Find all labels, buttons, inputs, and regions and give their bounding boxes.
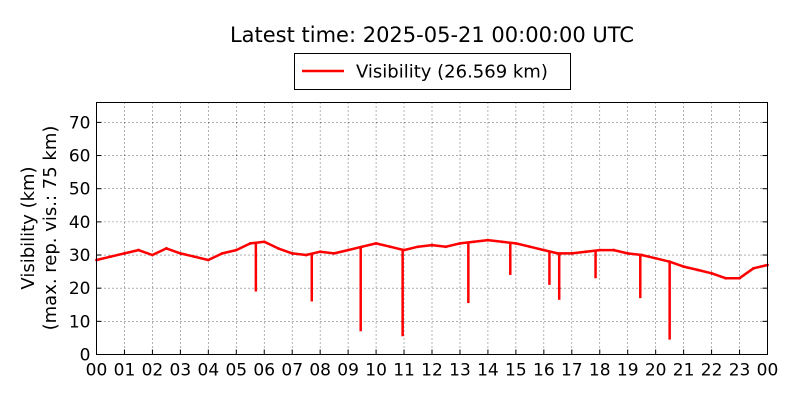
visibility-point: [178, 251, 182, 255]
visibility-point: [192, 255, 196, 259]
x-tick-label: 10: [365, 361, 387, 381]
visibility-point: [682, 265, 686, 269]
x-tick-label: 00: [86, 361, 108, 381]
visibility-point: [500, 240, 504, 244]
visibility-point: [109, 255, 112, 259]
y-axis-label-line1: Visibility (km): [18, 166, 39, 289]
x-tick-label: 15: [505, 361, 527, 381]
x-tick-label: 23: [729, 361, 751, 381]
x-tick-label: 03: [170, 361, 192, 381]
grid: [96, 102, 768, 355]
x-tick-label: 01: [114, 361, 136, 381]
visibility-point: [654, 256, 658, 260]
visibility-point: [248, 242, 252, 245]
visibility-point: [206, 258, 210, 262]
x-tick-label: 08: [309, 361, 331, 381]
visibility-point: [430, 243, 434, 247]
visibility-point: [472, 240, 476, 244]
visibility-point: [388, 245, 392, 249]
x-tick-label: 04: [198, 361, 220, 381]
y-tick-label: 20: [69, 279, 91, 299]
visibility-point: [164, 246, 168, 250]
visibility-point: [514, 242, 518, 245]
visibility-point: [290, 251, 294, 255]
x-axis: 00 01 02 03 04 05 06 07 08 09 10 11 12 13 14 15 16 17 18 19…: [86, 349, 779, 381]
visibility-point: [542, 248, 546, 252]
x-tick-label: 16: [533, 361, 555, 381]
visibility-point: [416, 245, 420, 249]
y-tick-label: 0: [80, 346, 91, 366]
x-tick-label: 00: [757, 361, 779, 381]
y-tick-label: 10: [69, 312, 91, 332]
visibility-point: [137, 248, 140, 252]
x-tick-label: 21: [673, 361, 695, 381]
y-tick-label: 50: [69, 180, 91, 200]
y-tick-label: 40: [69, 213, 91, 233]
visibility-point: [123, 251, 126, 255]
visibility-point: [738, 276, 741, 280]
visibility-point: [598, 248, 602, 252]
visibility-point: [318, 250, 322, 254]
visibility-point: [710, 271, 713, 275]
visibility-point: [444, 245, 448, 249]
chart-title: Latest time: 2025-05-21 00:00:00 UTC: [230, 23, 634, 47]
visibility-point: [234, 248, 238, 252]
visibility-point: [332, 251, 336, 255]
y-tick-label: 60: [69, 147, 91, 167]
visibility-point: [151, 253, 154, 257]
legend-label: Visibility (26.569 km): [356, 62, 548, 83]
y-tick-label: 30: [69, 246, 91, 266]
visibility-point: [612, 248, 616, 252]
x-tick-label: 19: [617, 361, 639, 381]
visibility-point: [262, 240, 266, 244]
visibility-point: [724, 276, 727, 280]
visibility-point: [570, 251, 574, 255]
visibility-point: [584, 250, 588, 254]
visibility-point: [346, 248, 350, 252]
visibility-point: [752, 266, 755, 270]
x-tick-label: 07: [281, 361, 303, 381]
y-axis-label-line2: (max. rep. vis.: 75 km): [40, 126, 61, 331]
x-tick-label: 14: [477, 361, 499, 381]
visibility-point: [458, 242, 462, 245]
y-tick-label: 70: [69, 113, 91, 133]
visibility-point: [220, 251, 224, 255]
x-tick-label: 13: [449, 361, 471, 381]
y-axis: 0 10 20 30 40 50 60 70: [69, 113, 768, 366]
visibility-point: [486, 238, 490, 242]
visibility-point: [626, 251, 630, 255]
visibility-point: [374, 242, 378, 245]
x-tick-label: 09: [337, 361, 359, 381]
x-tick-label: 05: [225, 361, 247, 381]
visibility-point: [304, 253, 308, 257]
visibility-point: [696, 268, 700, 272]
legend: Visibility (26.569 km): [294, 53, 571, 90]
x-tick-label: 22: [701, 361, 723, 381]
plot-frame: [96, 102, 768, 355]
x-tick-label: 02: [142, 361, 164, 381]
x-tick-label: 12: [421, 361, 443, 381]
x-tick-label: 17: [561, 361, 583, 381]
plot-area: [95, 238, 769, 340]
x-tick-label: 20: [645, 361, 667, 381]
x-tick-label: 11: [393, 361, 415, 381]
x-tick-label: 06: [253, 361, 275, 381]
visibility-point: [276, 246, 280, 250]
x-tick-label: 18: [589, 361, 611, 381]
visibility-point: [528, 245, 532, 249]
